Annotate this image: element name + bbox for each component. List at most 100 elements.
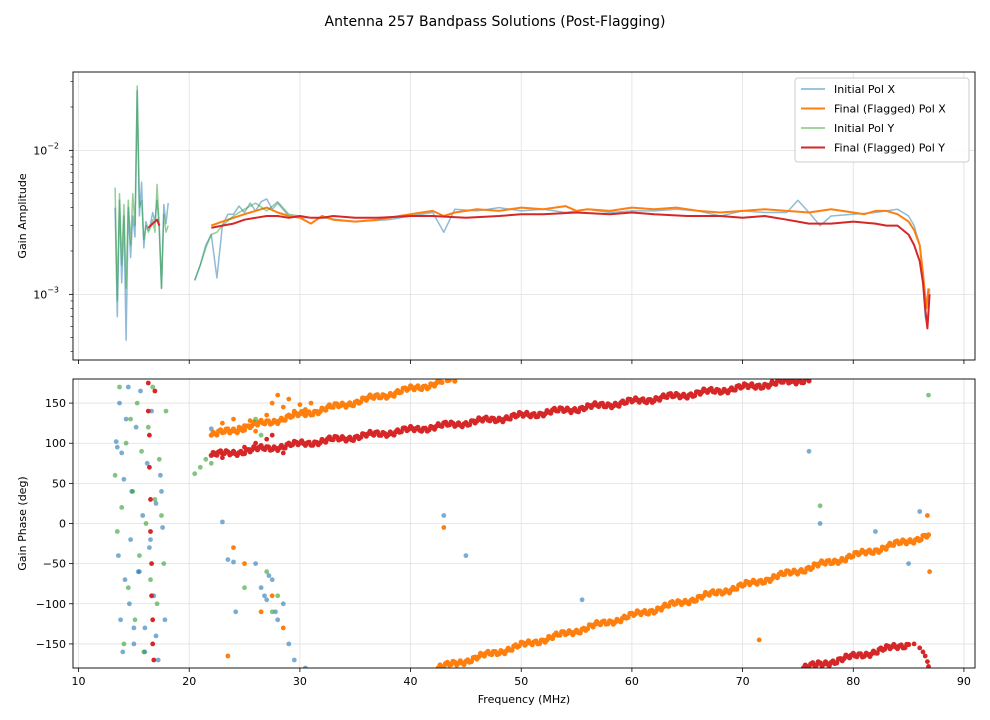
- scatter-point-final-flagged-pol-y: [150, 617, 156, 623]
- scatter-point-initial-pol-y: [197, 464, 203, 470]
- scatter-point-initial-pol-x: [113, 439, 119, 444]
- scatter-point-initial-pol-x: [817, 521, 823, 526]
- scatter-point-final-flagged-pol-x: [220, 420, 225, 426]
- scatter-point-final-flagged-pol-x: [918, 537, 924, 543]
- scatter-point-initial-pol-x: [162, 617, 168, 623]
- scatter-point-final-flagged-pol-y: [149, 561, 155, 566]
- scatter-point-initial-pol-x: [291, 657, 297, 663]
- scatter-point-final-flagged-pol-x: [231, 416, 236, 422]
- scatter-point-final-flagged-pol-y: [145, 380, 151, 386]
- scatter-point-initial-pol-x: [116, 553, 121, 558]
- legend: Initial Pol X Final (Flagged) Pol X Initia…: [794, 77, 970, 163]
- scatter-point-initial-pol-y: [130, 489, 136, 494]
- x-tick-label: 20: [182, 675, 196, 688]
- scatter-point-initial-pol-y: [125, 585, 131, 591]
- scatter-point-initial-pol-y: [128, 416, 134, 422]
- scatter-point-final-flagged-pol-x: [258, 609, 264, 615]
- scatter-point-initial-pol-x: [117, 400, 122, 406]
- scatter-point-final-flagged-pol-x: [269, 400, 275, 406]
- scatter-point-final-flagged-pol-y: [231, 448, 236, 454]
- scatter-point-initial-pol-y: [132, 617, 138, 623]
- scatter-point-initial-pol-y: [253, 416, 258, 422]
- scatter-point-initial-pol-y: [143, 521, 149, 526]
- scatter-point-final-flagged-pol-y: [806, 379, 812, 384]
- x-axis-label: Frequency (MHz): [478, 693, 570, 706]
- scatter-point-initial-pol-y: [208, 460, 214, 466]
- scatter-point-initial-pol-x: [273, 609, 278, 615]
- scatter-point-final-flagged-pol-y: [214, 450, 220, 456]
- scatter-point-initial-pol-y: [203, 456, 209, 462]
- scatter-point-initial-pol-x: [137, 569, 142, 575]
- scatter-point-initial-pol-x: [806, 448, 812, 454]
- scatter-point-initial-pol-x: [153, 501, 159, 506]
- scatter-point-initial-pol-x: [231, 559, 236, 565]
- scatter-point-initial-pol-y: [148, 577, 153, 583]
- legend-box: [794, 77, 970, 163]
- scatter-point-final-flagged-pol-y: [145, 408, 151, 414]
- x-tick-label: 70: [736, 675, 750, 688]
- scatter-point-initial-pol-x: [131, 641, 137, 647]
- scatter-point-initial-pol-y: [141, 649, 147, 655]
- scatter-point-final-flagged-pol-x: [452, 379, 458, 384]
- scatter-point-initial-pol-x: [286, 641, 292, 647]
- y-axis-label: Gain Amplitude: [16, 173, 29, 258]
- scatter-point-initial-pol-x: [463, 553, 469, 558]
- scatter-point-final-flagged-pol-x: [297, 402, 303, 408]
- scatter-point-initial-pol-x: [269, 577, 275, 583]
- scatter-point-initial-pol-x: [114, 444, 120, 450]
- series-line-final-flagged-pol-x: [210, 205, 930, 310]
- scatter-point-final-flagged-pol-y: [920, 649, 926, 655]
- scatter-point-final-flagged-pol-x: [269, 593, 275, 599]
- series-line-initial-pol-y: [114, 85, 301, 302]
- scatter-point-initial-pol-x: [138, 388, 143, 394]
- scatter-point-initial-pol-y: [139, 448, 145, 454]
- scatter-point-initial-pol-y: [117, 384, 122, 390]
- scatter-point-initial-pol-x: [153, 633, 159, 639]
- scatter-point-final-flagged-pol-y: [149, 593, 155, 599]
- scatter-point-initial-pol-y: [817, 503, 823, 509]
- scatter-point-initial-pol-y: [137, 553, 142, 558]
- x-tick-label: 40: [404, 675, 418, 688]
- scatter-point-initial-pol-y: [121, 641, 127, 647]
- scatter-point-initial-pol-y: [163, 408, 169, 414]
- y-tick-label: 100: [45, 437, 66, 450]
- scatter-point-initial-pol-x: [873, 529, 878, 534]
- scatter-point-initial-pol-x: [118, 617, 123, 623]
- scatter-point-final-flagged-pol-y: [911, 641, 917, 647]
- scatter-point-final-flagged-pol-x: [446, 379, 452, 383]
- scatter-point-initial-pol-x: [579, 597, 585, 603]
- scatter-point-initial-pol-x: [144, 460, 150, 466]
- scatter-point-final-flagged-pol-x: [308, 400, 314, 406]
- scatter-point-final-flagged-pol-x: [242, 561, 247, 566]
- legend-entry: Final (Flagged) Pol X: [834, 103, 946, 116]
- scatter-point-initial-pol-x: [280, 601, 286, 607]
- scatter-point-final-flagged-pol-x: [291, 408, 297, 414]
- scatter-point-final-flagged-pol-y: [917, 645, 923, 651]
- scatter-point-initial-pol-x: [233, 609, 239, 615]
- scatter-point-final-flagged-pol-x: [734, 586, 740, 592]
- scatter-point-initial-pol-x: [917, 509, 923, 514]
- scatter-point-final-flagged-pol-x: [225, 653, 231, 659]
- scatter-point-final-flagged-pol-y: [150, 641, 156, 647]
- scatter-point-final-flagged-pol-y: [147, 464, 152, 470]
- scatter-point-initial-pol-y: [112, 472, 118, 478]
- scatter-point-initial-pol-x: [128, 537, 134, 542]
- legend-entry: Initial Pol X: [834, 83, 895, 96]
- y-tick-label: 0: [59, 518, 66, 531]
- scatter-point-initial-pol-x: [303, 665, 308, 668]
- x-tick-label: 30: [293, 675, 307, 688]
- scatter-point-final-flagged-pol-y: [258, 444, 264, 450]
- scatter-point-initial-pol-x: [147, 545, 152, 550]
- scatter-point-initial-pol-x: [140, 513, 146, 518]
- scatter-point-initial-pol-x: [275, 617, 281, 623]
- scatter-point-final-flagged-pol-x: [925, 532, 932, 538]
- scatter-point-initial-pol-y: [192, 471, 198, 477]
- scatter-point-initial-pol-x: [225, 557, 231, 562]
- scatter-point-final-flagged-pol-x: [509, 647, 515, 653]
- scatter-point-initial-pol-y: [123, 440, 129, 446]
- scatter-point-final-flagged-pol-y: [148, 497, 153, 502]
- x-tick-label: 90: [957, 675, 971, 688]
- scatter-point-initial-pol-x: [262, 593, 267, 599]
- scatter-point-final-flagged-pol-y: [269, 432, 275, 438]
